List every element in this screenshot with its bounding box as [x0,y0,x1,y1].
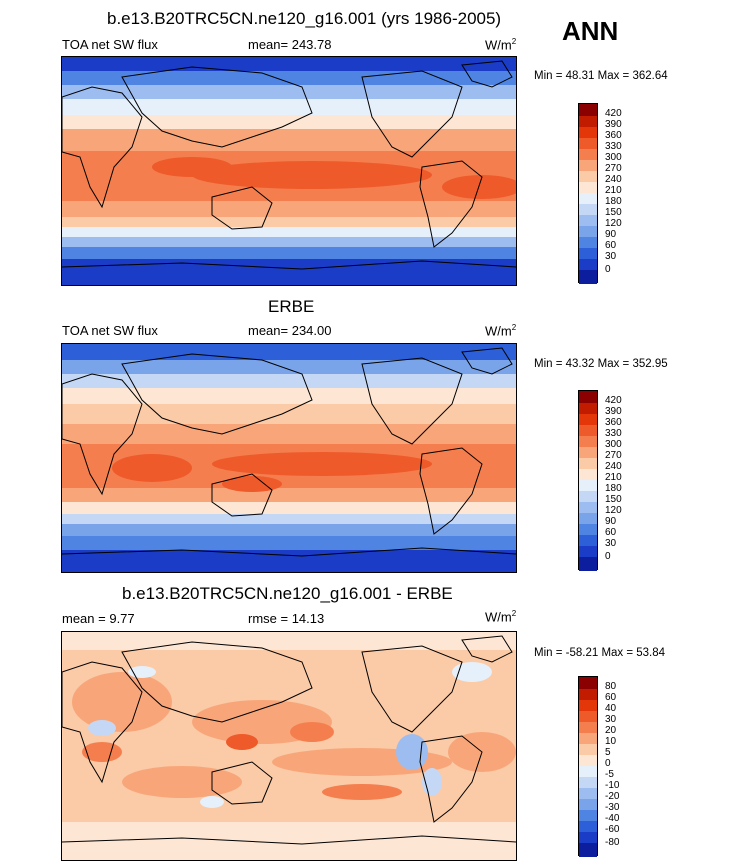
panel3-colorbar-tick: -10 [605,780,620,791]
panel1-mean-label: mean= 243.78 [248,37,332,52]
panel3-colorbar-tick: 10 [605,736,617,747]
panel3-colorbar-tick: 0 [605,758,611,769]
panel1-colorbar-tick: 210 [605,185,622,196]
panel2-colorbar-tick: 270 [605,450,622,461]
panel3-colorbar-ramp [578,676,598,857]
panel3-colorbar-tick: 20 [605,725,617,736]
panel2-colorbar-tick: 420 [605,395,622,406]
panel1-title: b.e13.B20TRC5CN.ne120_g16.001 (yrs 1986-… [107,9,502,28]
panel1-colorbar-tick: 90 [605,229,617,240]
panel1-colorbar-tick: 390 [605,119,622,130]
panel3-minmax: Min = -58.21 Max = 53.84 [534,647,666,659]
panel2-units: W/m2 [485,323,517,339]
panel1-colorbar-tick: 60 [605,240,617,251]
panel3-colorbar-tick: 30 [605,714,617,725]
panel3-map-field [62,632,516,860]
panel3-colorbar-tick: 80 [605,681,617,692]
panel2-colorbar-ramp [578,390,598,571]
panel2-colorbar-tick: 0 [605,551,611,562]
panel1-map-field [62,57,516,285]
panel3-colorbar-tick: 60 [605,692,617,703]
panel1-colorbar-tick: 420 [605,108,622,119]
season-label: ANN [562,16,619,46]
panel1-colorbar-tick: 300 [605,152,622,163]
panel3-title: b.e13.B20TRC5CN.ne120_g16.001 - ERBE [122,584,453,603]
panel1-colorbar-tick: 30 [605,251,617,262]
panel2-colorbar-tick: 240 [605,461,622,472]
panel3-colorbar-tick: -40 [605,813,620,824]
panel3-colorbar-tick: -60 [605,824,620,835]
panel1-colorbar-tick: 120 [605,218,622,229]
panel3-colorbar-tick: 5 [605,747,611,758]
panel2-title: ERBE [268,297,315,316]
panel2-colorbar-tick: 180 [605,483,622,494]
panel2-colorbar-tick: 360 [605,417,622,428]
panel1-colorbar-tick: 180 [605,196,622,207]
panel3-colorbar-tick: 40 [605,703,617,714]
panel2-colorbar-tick: 210 [605,472,622,483]
panel1-colorbar-tick: 0 [605,264,611,275]
panel2-mean-label: mean= 234.00 [248,323,332,338]
panel2-colorbar-tick: 330 [605,428,622,439]
panel2-colorbar-tick: 60 [605,527,617,538]
panel3-colorbar-tick: -80 [605,837,620,848]
panel2-colorbar-tick: 150 [605,494,622,505]
panel1-units: W/m2 [485,37,517,53]
panel1-colorbar-tick: 330 [605,141,622,152]
panel2-colorbar-tick: 300 [605,439,622,450]
panel3-colorbar-tick: -20 [605,791,620,802]
panel1-map [61,56,517,286]
panel3-mean-label: mean = 9.77 [62,611,135,626]
panel2-colorbar-tick: 30 [605,538,617,549]
panel3-units: W/m2 [485,609,517,625]
panel3-rmse-label: rmse = 14.13 [248,611,325,626]
panel2-minmax: Min = 43.32 Max = 352.95 [534,358,668,370]
panel2-map [61,343,517,573]
panel2-colorbar-tick: 90 [605,516,617,527]
panel1-colorbar-tick: 150 [605,207,622,218]
panel2-variable-label: TOA net SW flux [62,323,158,338]
panel2-map-field [62,344,516,572]
panel1-colorbar-tick: 360 [605,130,622,141]
panel1-minmax: Min = 48.31 Max = 362.64 [534,70,668,82]
panel3-colorbar-tick: -30 [605,802,620,813]
panel1-colorbar-tick: 240 [605,174,622,185]
panel3-map [61,631,517,861]
panel1-variable-label: TOA net SW flux [62,37,158,52]
panel1-colorbar-tick: 270 [605,163,622,174]
panel2-colorbar-tick: 120 [605,505,622,516]
panel3-colorbar-tick: -5 [605,769,614,780]
panel2-colorbar-tick: 390 [605,406,622,417]
panel1-colorbar-ramp [578,103,598,284]
